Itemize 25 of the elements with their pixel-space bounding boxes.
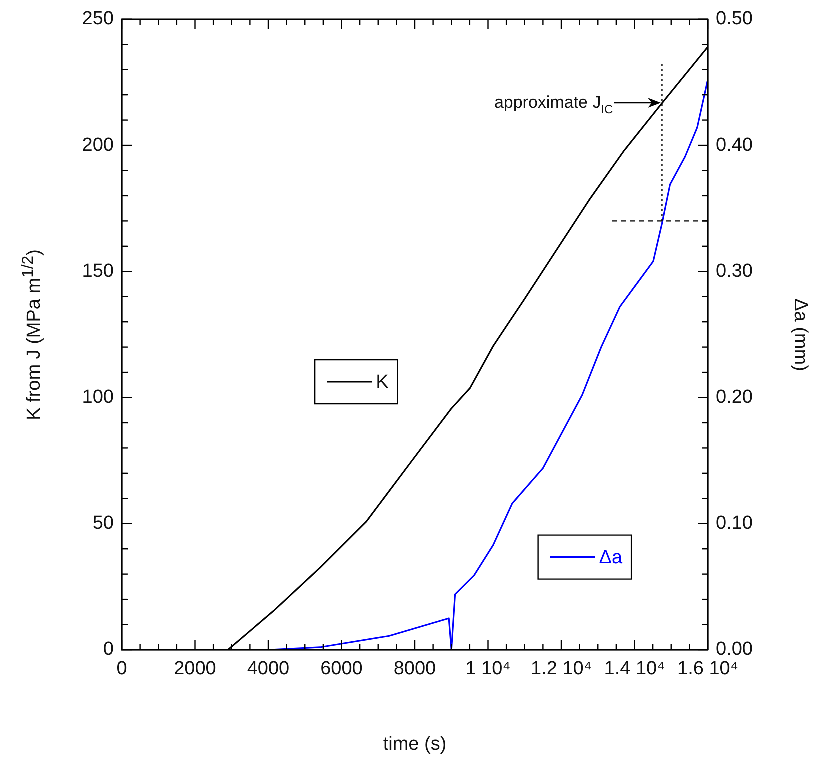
x-tick-label: 1.2 10⁴ (531, 658, 592, 680)
x-tick-label: 2000 (174, 658, 216, 680)
y2-tick-label: 0.40 (716, 134, 753, 156)
x-tick-label: 6000 (320, 658, 363, 680)
y-tick-label: 0 (103, 639, 114, 660)
legend-label: K (376, 372, 390, 394)
x-tick-label: 1.6 10⁴ (678, 658, 738, 680)
y2-tick-label: 0.00 (716, 639, 753, 660)
x-tick-label: 8000 (394, 658, 436, 680)
y-tick-label: 150 (82, 260, 114, 282)
y-tick-label: 250 (82, 8, 114, 30)
y2-tick-label: 0.10 (716, 513, 753, 534)
y-tick-label: 200 (82, 134, 114, 156)
y-tick-label: 100 (82, 386, 114, 408)
x-tick-label: 0 (116, 658, 128, 680)
x-tick-label: 1 10⁴ (466, 658, 511, 680)
y2-axis-title: Δa (mm) (789, 298, 811, 372)
x-axis-title: time (s) (383, 734, 447, 756)
y2-tick-label: 0.30 (716, 260, 753, 282)
x-tick-label: 4000 (247, 658, 290, 680)
y-tick-label: 50 (92, 513, 114, 534)
legend-label: Δa (599, 548, 623, 569)
y2-tick-label: 0.20 (716, 386, 753, 408)
x-tick-label: 1.4 10⁴ (604, 658, 666, 680)
y2-tick-label: 0.50 (716, 8, 753, 30)
